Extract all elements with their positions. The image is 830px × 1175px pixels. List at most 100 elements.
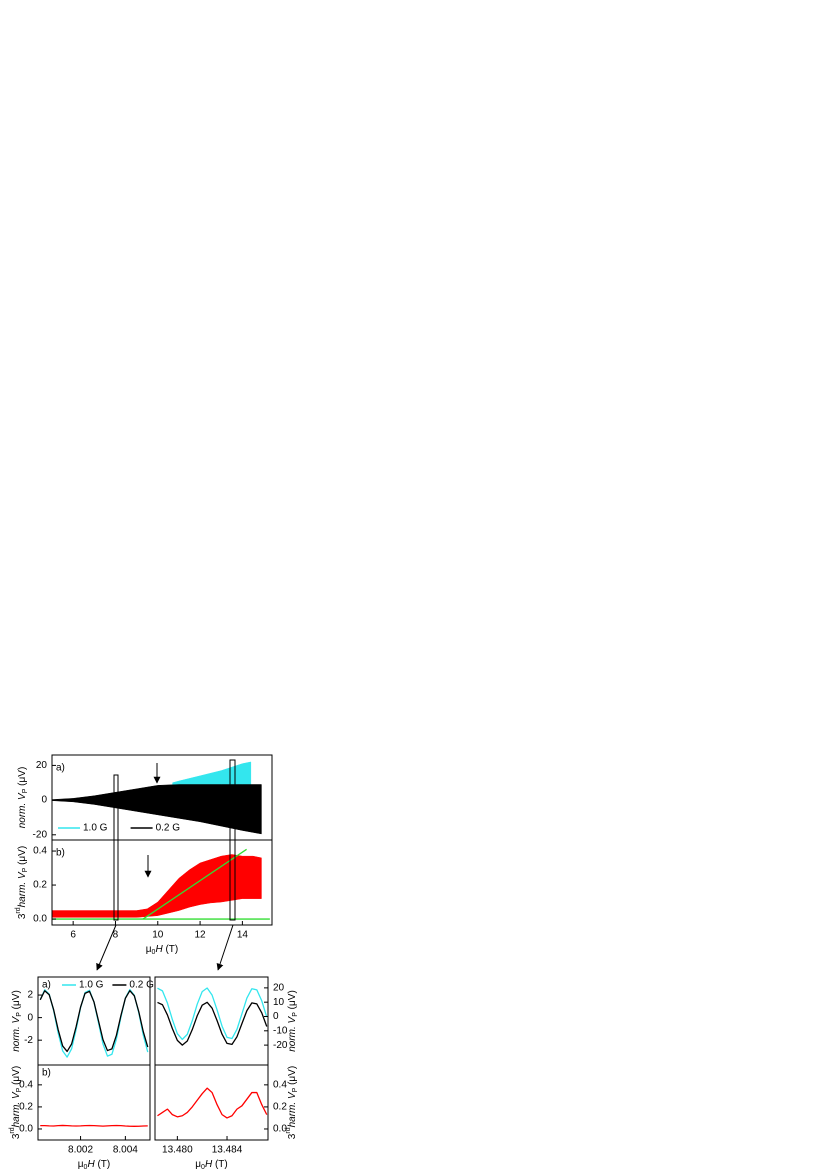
y-axis-title: norm. VP (μV) [17, 767, 29, 829]
x-axis-title: μ0H (T) [78, 1159, 110, 1171]
y-tick-label: 0 [41, 795, 47, 806]
line [40, 1124, 148, 1127]
zoom-box [229, 759, 236, 921]
label-part: P [16, 1012, 23, 1017]
plot-area [52, 761, 262, 835]
y-tick-label: 0.4 [273, 1079, 287, 1090]
label-part: norm. V [11, 1015, 22, 1051]
label-part: 0 [84, 1164, 88, 1171]
label-part: (μV) [11, 990, 22, 1012]
x-tick-label: 13.484 [212, 1145, 243, 1156]
legend-label: 0.2 G [156, 823, 181, 834]
y-tick-label: -20 [33, 829, 48, 840]
x-tick-label: 6 [70, 930, 76, 941]
plot-area [157, 1087, 268, 1119]
x-tick-label: 8 [113, 930, 119, 941]
zoom-arrow [216, 924, 234, 971]
label-part: P [16, 1087, 23, 1092]
y-axis-title: norm. VP (μV) [287, 990, 299, 1052]
label-part: 0 [201, 1164, 205, 1171]
band [52, 784, 262, 835]
label-part: harm. V [287, 1091, 298, 1127]
panel-label: b) [42, 1068, 51, 1079]
y-tick-label: 0.0 [273, 1124, 287, 1135]
panel-label: b) [56, 848, 65, 859]
label-part: (T) [163, 944, 179, 955]
x-axis-title: μ0H (T) [195, 1159, 227, 1171]
label-part: rd [9, 1127, 16, 1133]
axes-frame [154, 1064, 269, 1141]
y-tick-label: 0.4 [33, 846, 47, 857]
x-tick-label: 14 [237, 930, 249, 941]
annotations [96, 759, 236, 971]
y-tick-label: 0.2 [33, 880, 47, 891]
label-part: H [87, 1159, 95, 1170]
line [157, 1087, 268, 1119]
x-tick-label: 10 [152, 930, 164, 941]
x-tick-label: 8.004 [113, 1145, 138, 1156]
y-tick-label: 0.0 [33, 914, 47, 925]
plot-area [39, 988, 149, 1058]
label-part: norm. V [287, 1015, 298, 1051]
label-part: harm. V [17, 871, 28, 907]
label-part: (μV) [17, 846, 28, 868]
y-tick-label: 0.4 [19, 1079, 33, 1090]
y-axis-title: norm. VP (μV) [11, 990, 23, 1052]
label-part: (T) [95, 1159, 111, 1170]
zoom-arrow [96, 924, 117, 971]
plot-area [40, 1124, 148, 1127]
label-part: (μV) [287, 1066, 298, 1088]
y-tick-label: -2 [24, 1035, 33, 1046]
label-part: H [155, 944, 163, 955]
line [157, 1001, 268, 1046]
label-part: 3 [287, 1133, 298, 1139]
axes-frame [51, 839, 273, 926]
label-part: 0 [152, 949, 156, 956]
line [39, 990, 149, 1053]
label-part: harm. V [11, 1091, 22, 1127]
y-axis-title: 3rdharm. VP (μV) [15, 846, 29, 919]
panel: 0.0 0.2 0.4 8.002 8.004 b) 3rdharm. VP (μV) μ0H… [9, 1064, 151, 1171]
plot-area [52, 848, 270, 920]
label-part: (μV) [11, 1066, 22, 1088]
y-tick-label: 10 [273, 997, 285, 1008]
label-part: rd [15, 907, 22, 913]
label-part: norm. V [17, 792, 28, 828]
label-part: μ [195, 1159, 201, 1170]
label-part: μ [78, 1159, 84, 1170]
panel-label: a) [56, 763, 65, 774]
y-tick-label: 2 [27, 990, 33, 1001]
y-tick-label: 20 [273, 983, 285, 994]
panel: 0.0 0.2 0.4 13.480 13.484 3rdharm. VP (μV) μ0H… [154, 1064, 299, 1171]
x-tick-label: 8.002 [68, 1145, 93, 1156]
x-tick-label: 13.480 [162, 1145, 193, 1156]
y-tick-label: -20 [273, 1040, 288, 1051]
y-tick-label: 0.2 [273, 1102, 287, 1113]
y-tick-label: 20 [36, 760, 48, 771]
y-tick-label: -10 [273, 1025, 288, 1036]
label-part: μ [146, 944, 152, 955]
line [142, 848, 247, 920]
label-part: 3 [17, 913, 28, 919]
label-part: (T) [212, 1159, 228, 1170]
zoom-box [113, 774, 119, 921]
panel-label: a) [42, 980, 51, 991]
line [157, 987, 268, 1041]
y-axis-title: 3rdharm. VP (μV) [285, 1066, 299, 1139]
y-tick-label: 0 [27, 1012, 33, 1023]
label-part: 3 [11, 1133, 22, 1139]
axes-frame [37, 1064, 151, 1141]
plot-area [157, 987, 268, 1046]
label-part: (μV) [17, 767, 28, 789]
label-part: rd [285, 1127, 292, 1133]
label-part: P [292, 1087, 299, 1092]
label-part: P [22, 867, 29, 872]
label-part: P [22, 788, 29, 793]
legend-label: 1.0 G [79, 980, 104, 991]
legend-label: 0.2 G [129, 980, 154, 991]
y-tick-label: 0 [273, 1011, 279, 1022]
y-tick-label: 0.2 [19, 1102, 33, 1113]
